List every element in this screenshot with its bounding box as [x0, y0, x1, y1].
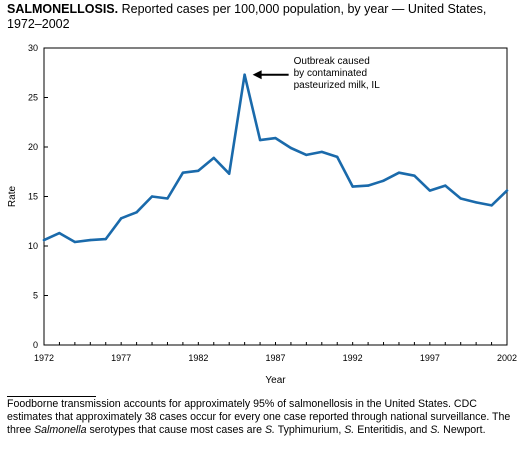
footnote-text-4: Enteritidis, and: [354, 424, 430, 436]
x-tick-label: 1992: [343, 353, 363, 363]
data-point: [305, 154, 307, 156]
x-tick-label: 1982: [188, 353, 208, 363]
x-tick-label: 1987: [265, 353, 285, 363]
y-tick-label: 0: [33, 340, 38, 350]
data-point: [151, 195, 153, 197]
data-point: [43, 239, 45, 241]
data-point: [413, 175, 415, 177]
data-point: [182, 172, 184, 174]
annotation-arrow-head: [253, 70, 262, 79]
data-point: [460, 197, 462, 199]
data-point: [398, 172, 400, 174]
line-chart: 0 5 10 15 20 25 30 1972 1977 1982 1987 1992 1997 2002…: [0, 0, 520, 395]
x-tick-label: 1997: [420, 353, 440, 363]
series-line: [44, 75, 507, 242]
y-axis-label: Rate: [7, 186, 18, 208]
chart-series: [43, 74, 508, 244]
data-point: [490, 204, 492, 206]
annotation-text-line: Outbreak caused: [294, 56, 370, 67]
y-tick-label: 15: [28, 192, 38, 202]
data-point: [367, 184, 369, 186]
data-point: [429, 189, 431, 191]
annotation-text-line: pasteurized milk, IL: [294, 80, 381, 91]
plot-frame: [44, 48, 507, 345]
data-point: [336, 156, 338, 158]
chart-axes: 0 5 10 15 20 25 30 1972 1977 1982 1987 1992 1997 2002…: [7, 43, 517, 386]
footnote-text-2: serotypes that cause most cases are: [87, 424, 265, 436]
data-point: [259, 139, 261, 141]
data-point: [228, 173, 230, 175]
y-tick-label: 5: [33, 291, 38, 301]
data-point: [89, 239, 91, 241]
data-point: [135, 211, 137, 213]
footnote-italic-s3: S.: [430, 424, 440, 436]
data-point: [243, 74, 245, 76]
data-point: [290, 147, 292, 149]
data-point: [475, 201, 477, 203]
data-point: [213, 157, 215, 159]
data-point: [74, 241, 76, 243]
y-tick-label: 10: [28, 241, 38, 251]
data-point: [105, 238, 107, 240]
x-tick-label: 1972: [34, 353, 54, 363]
data-point: [274, 137, 276, 139]
data-point: [506, 189, 508, 191]
footnote-italic-salmonella: Salmonella: [34, 424, 86, 436]
data-point: [444, 184, 446, 186]
data-point: [197, 170, 199, 172]
footnote-text-3: Typhimurium,: [275, 424, 344, 436]
annotation-text-line: by contaminated: [294, 68, 367, 79]
x-axis-label: Year: [265, 375, 286, 386]
x-tick-label: 2002: [497, 353, 517, 363]
footnote-divider: [7, 396, 96, 397]
data-point: [58, 232, 60, 234]
footnote: Foodborne transmission accounts for appr…: [7, 398, 517, 437]
y-tick-label: 25: [28, 93, 38, 103]
data-point: [321, 151, 323, 153]
footnote-italic-s2: S.: [344, 424, 354, 436]
y-tick-label: 20: [28, 142, 38, 152]
footnote-italic-s1: S.: [265, 424, 275, 436]
y-tick-label: 30: [28, 43, 38, 53]
data-point: [382, 179, 384, 181]
x-tick-label: 1977: [111, 353, 131, 363]
data-point: [351, 185, 353, 187]
data-point: [120, 217, 122, 219]
data-point: [166, 197, 168, 199]
footnote-text-5: Newport.: [440, 424, 485, 436]
